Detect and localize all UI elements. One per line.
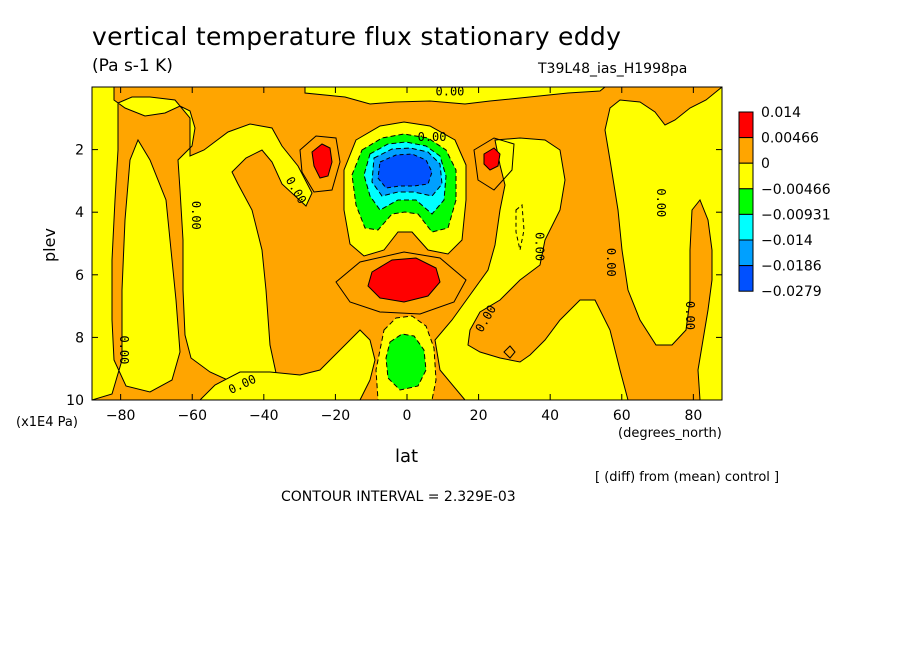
chart-units: (Pa s-1 K) bbox=[92, 56, 173, 76]
y-tick-label: 8 bbox=[75, 330, 84, 346]
y-tick-label: 4 bbox=[75, 205, 84, 221]
contour-field: 0.000.000.000.000.000.000.000.000.000.00… bbox=[92, 85, 722, 400]
x-tick-label: 40 bbox=[541, 408, 559, 424]
left-yellow-band bbox=[92, 87, 313, 400]
x-tick-label: 60 bbox=[613, 408, 631, 424]
legend-swatch bbox=[738, 188, 754, 215]
x-tick-label: −20 bbox=[321, 408, 351, 424]
legend-label: 0 bbox=[761, 156, 770, 172]
y-tick-label: 2 bbox=[75, 143, 84, 159]
right-red-blob-contour bbox=[473, 137, 515, 191]
y-axis: 2 4 6 8 10 bbox=[66, 143, 722, 409]
x-tick-label: 80 bbox=[684, 408, 702, 424]
contour-interval: CONTOUR INTERVAL = 2.329E-03 bbox=[281, 489, 516, 505]
diff-note: [ (diff) from (mean) control ] bbox=[595, 470, 780, 485]
x-tick-label: −40 bbox=[249, 408, 279, 424]
x-axis-label: lat bbox=[395, 446, 419, 467]
run-id: T39L48_ias_H1998pa bbox=[538, 61, 688, 77]
middle-yellow-band bbox=[434, 137, 629, 400]
central-red-blob bbox=[367, 257, 441, 303]
central-blue-core bbox=[377, 153, 433, 189]
legend-swatch bbox=[738, 239, 754, 267]
legend-label: 0.00466 bbox=[761, 131, 819, 147]
contour-label: 0.00 bbox=[418, 130, 447, 144]
contour-label: 0.00 bbox=[117, 335, 131, 364]
contour-label: 0.00 bbox=[532, 232, 546, 261]
x-tick-label: −60 bbox=[177, 408, 207, 424]
y-tick-label: 6 bbox=[75, 268, 84, 284]
contour-label: 0.00 bbox=[604, 248, 618, 277]
legend-label: −0.0186 bbox=[761, 259, 822, 275]
x-axis: −80 −60 −40 −20 0 20 40 60 80 bbox=[106, 87, 702, 424]
left-red-blob-contour bbox=[299, 135, 341, 193]
contour-label: 0.00 bbox=[189, 201, 203, 230]
x-tick-label: −80 bbox=[106, 408, 136, 424]
legend-label: −0.014 bbox=[761, 233, 813, 249]
legend-label: 0.014 bbox=[761, 105, 801, 121]
legend-swatch bbox=[738, 137, 754, 164]
left-red-blob bbox=[311, 143, 333, 179]
contour-label: 0.00 bbox=[436, 85, 465, 99]
legend-swatch bbox=[738, 265, 754, 292]
legend-label: −0.00931 bbox=[761, 207, 831, 223]
right-small-diamond bbox=[503, 345, 516, 359]
legend-label: −0.0279 bbox=[761, 284, 822, 300]
x-tick-label: 20 bbox=[470, 408, 488, 424]
y-tick-label: 10 bbox=[66, 393, 84, 409]
surface-green-lobe bbox=[385, 333, 427, 391]
legend-swatch bbox=[738, 162, 754, 190]
contour-label: 0.00 bbox=[683, 301, 697, 330]
right-yellow-band bbox=[604, 87, 722, 400]
contour-label: 0.00 bbox=[654, 188, 668, 217]
legend-label: −0.00466 bbox=[761, 182, 831, 198]
right-dashed-feature bbox=[515, 203, 525, 251]
legend: 0.014 0.00466 0 −0.00466 −0.00931 −0.014 −0.01… bbox=[738, 105, 831, 300]
x-axis-units: (degrees_north) bbox=[618, 426, 722, 441]
legend-swatch bbox=[738, 111, 754, 139]
x-tick-label: 0 bbox=[403, 408, 412, 424]
lower-left-yellow bbox=[199, 329, 376, 400]
central-red-contour bbox=[335, 251, 467, 315]
chart-title: vertical temperature flux stationary edd… bbox=[92, 22, 622, 51]
legend-swatch bbox=[738, 213, 754, 241]
top-yellow-band bbox=[304, 87, 606, 105]
y-axis-units: (x1E4 Pa) bbox=[16, 415, 78, 430]
right-red-blob bbox=[483, 147, 501, 171]
